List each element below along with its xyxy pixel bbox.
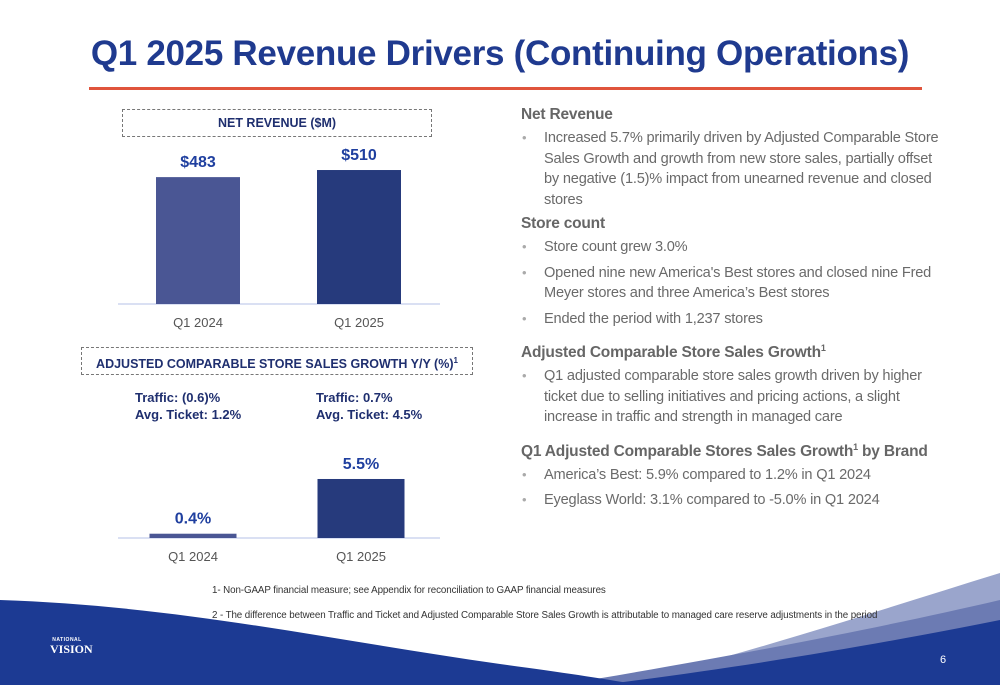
- bullet-item: Ended the period with 1,237 stores: [521, 309, 941, 330]
- note-q1-2025-ticket: Avg. Ticket: 4.5%: [316, 407, 423, 422]
- revenue-data-label: $510: [341, 147, 377, 164]
- page-title: Q1 2025 Revenue Drivers (Continuing Oper…: [90, 34, 910, 73]
- bullet-item: Eyeglass World: 3.1% compared to -5.0% i…: [521, 490, 941, 511]
- section-store-count: Store count Store count grew 3.0% Opened…: [521, 215, 941, 329]
- logo-line2: VISION: [50, 642, 93, 656]
- logo-line1: NATIONAL: [52, 637, 82, 643]
- adj-comp-heading-sup: 1: [820, 343, 826, 353]
- footnote-1: 1- Non-GAAP financial measure; see Appen…: [212, 585, 606, 596]
- comp-sales-box-sup: 1: [453, 356, 458, 365]
- bullet-item: Opened nine new America's Best stores an…: [521, 263, 941, 304]
- net-revenue-box: NET REVENUE ($M): [122, 109, 432, 137]
- adj-comp-bullets: Q1 adjusted comparable store sales growt…: [521, 366, 941, 428]
- note-q1-2024-ticket: Avg. Ticket: 1.2%: [135, 407, 242, 422]
- by-brand-heading-text: Q1 Adjusted Comparable Stores Sales Grow…: [521, 442, 854, 460]
- revenue-bar: [317, 170, 401, 304]
- section-by-brand: Q1 Adjusted Comparable Stores Sales Grow…: [521, 442, 941, 511]
- comp-category-label: Q1 2025: [336, 549, 386, 564]
- revenue-category-label: Q1 2024: [173, 315, 223, 330]
- section-adj-comp: Adjusted Comparable Store Sales Growth1 …: [521, 343, 941, 428]
- comp-bar: [149, 533, 237, 538]
- note-q1-2024: Traffic: (0.6)% Avg. Ticket: 1.2%: [135, 389, 241, 423]
- by-brand-heading-sup: 1: [853, 441, 858, 452]
- note-q1-2025-traffic: Traffic: 0.7%: [316, 390, 393, 405]
- note-q1-2025: Traffic: 0.7% Avg. Ticket: 4.5%: [316, 389, 422, 423]
- section-net-revenue: Net Revenue Increased 5.7% primarily dri…: [521, 106, 941, 210]
- comp-bar: [317, 478, 405, 538]
- title-underline: [89, 87, 922, 90]
- footer-wave-dark: [0, 600, 640, 685]
- net-revenue-heading: Net Revenue: [521, 106, 613, 123]
- net-revenue-bullets: Increased 5.7% primarily driven by Adjus…: [521, 128, 941, 210]
- comp-data-label: 5.5%: [343, 456, 379, 473]
- comp-category-label: Q1 2024: [168, 549, 218, 564]
- note-q1-2024-traffic: Traffic: (0.6)%: [135, 390, 221, 405]
- adj-comp-heading: Adjusted Comparable Store Sales Growth1: [521, 343, 941, 362]
- revenue-bar: [156, 177, 240, 304]
- bullet-item: Q1 adjusted comparable store sales growt…: [521, 366, 941, 428]
- store-count-heading: Store count: [521, 215, 605, 232]
- commentary-panel: Net Revenue Increased 5.7% primarily dri…: [521, 106, 941, 516]
- bullet-item: Store count grew 3.0%: [521, 237, 941, 258]
- net-revenue-box-label: NET REVENUE ($M): [217, 116, 337, 130]
- revenue-category-label: Q1 2025: [334, 315, 384, 330]
- by-brand-bullets: America’s Best: 5.9% compared to 1.2% in…: [521, 465, 941, 511]
- footnote-2: 2 - The difference between Traffic and T…: [212, 610, 878, 621]
- comp-data-label: 0.4%: [175, 511, 211, 528]
- bullet-item: Increased 5.7% primarily driven by Adjus…: [521, 128, 941, 210]
- national-vision-logo: NATIONAL VISION: [50, 637, 93, 656]
- by-brand-heading: Q1 Adjusted Comparable Stores Sales Grow…: [521, 442, 941, 461]
- comp-sales-box: ADJUSTED COMPARABLE STORE SALES GROWTH Y…: [81, 347, 473, 375]
- bullet-item: America’s Best: 5.9% compared to 1.2% in…: [521, 465, 941, 486]
- by-brand-heading-post: by Brand: [857, 442, 928, 460]
- adj-comp-heading-text: Adjusted Comparable Store Sales Growth: [521, 344, 821, 362]
- comp-sales-box-label: ADJUSTED COMPARABLE STORE SALES GROWTH Y…: [96, 357, 454, 372]
- store-count-bullets: Store count grew 3.0% Opened nine new Am…: [521, 237, 941, 329]
- page-number: 6: [940, 654, 947, 666]
- footer-wave-dark-right: [600, 620, 1000, 685]
- revenue-data-label: $483: [180, 154, 216, 171]
